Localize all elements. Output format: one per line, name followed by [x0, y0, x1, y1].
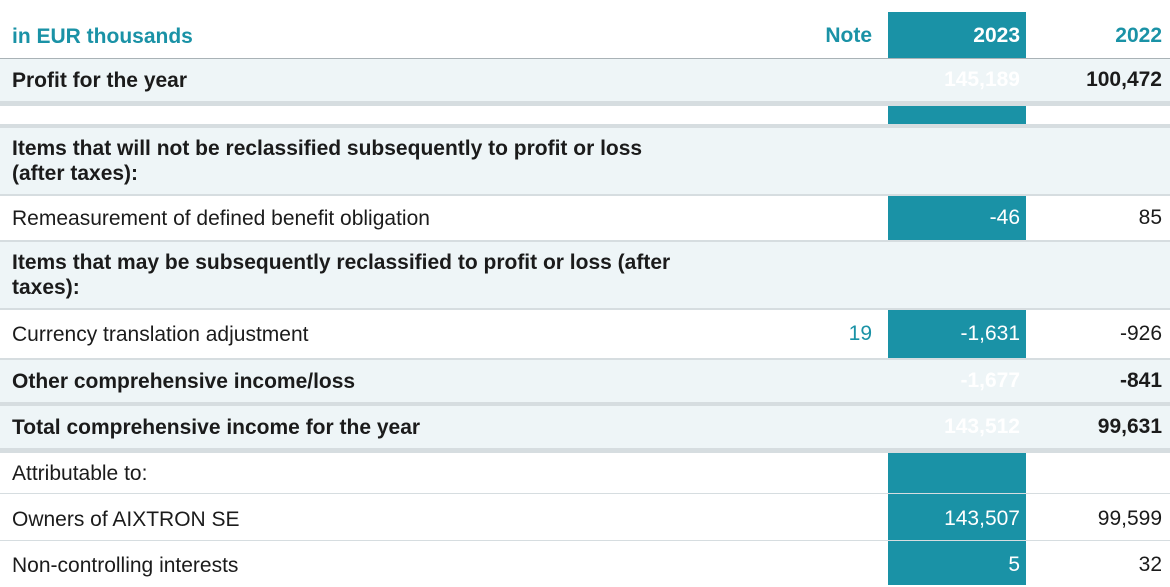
year-2022-header: 2022 — [1115, 24, 1162, 47]
section-label: Items that will not be reclassified subs… — [12, 137, 643, 185]
row-divider — [0, 402, 1170, 406]
row-divider — [0, 540, 1170, 541]
table-row-section: Attributable to: — [0, 453, 1170, 493]
row-value-2023: 143,507 — [944, 507, 1020, 530]
note-column-header: Note — [825, 24, 872, 47]
row-label: Remeasurement of defined benefit obligat… — [12, 206, 430, 230]
row-value-2023: -1,677 — [960, 369, 1020, 392]
row-value-2022: 99,599 — [1097, 507, 1162, 530]
table-row: Other comprehensive income/loss -1,677 -… — [0, 360, 1170, 402]
row-value-2022: 32 — [1138, 553, 1162, 576]
row-label: Total comprehensive income for the year — [12, 415, 421, 439]
row-divider — [0, 124, 1170, 128]
table-row-section: Items that may be subsequently reclassif… — [0, 242, 1170, 308]
row-value-2023: 5 — [1008, 553, 1020, 576]
table-row: Owners of AIXTRON SE 143,507 99,599 — [0, 496, 1170, 542]
section-label: Items that may be subsequently reclassif… — [12, 251, 671, 299]
table-row: Total comprehensive income for the year … — [0, 406, 1170, 448]
row-label: Other comprehensive income/loss — [12, 369, 356, 393]
row-value-2022: -841 — [1119, 369, 1162, 392]
row-label: Profit for the year — [12, 68, 188, 92]
row-value-2022: 85 — [1138, 206, 1162, 229]
row-value-2023: 143,512 — [944, 415, 1020, 438]
row-value-2022: 99,631 — [1097, 415, 1162, 438]
table-row: Profit for the year 145,189 100,472 — [0, 59, 1170, 101]
row-value-2022: -926 — [1119, 322, 1162, 345]
year-2023-header: 2023 — [973, 24, 1020, 47]
header-divider — [0, 58, 1170, 59]
table-row: Non-controlling interests 5 32 — [0, 543, 1170, 587]
row-note: 19 — [848, 322, 872, 345]
section-label: Attributable to: — [12, 461, 148, 485]
row-value-2023: -46 — [989, 206, 1020, 229]
row-divider — [0, 493, 1170, 494]
table-header-row: in EUR thousands Note 2023 2022 — [0, 14, 1170, 58]
table-row: Remeasurement of defined benefit obligat… — [0, 196, 1170, 240]
row-divider — [0, 448, 1170, 453]
unit-label: in EUR thousands — [12, 24, 193, 48]
row-value-2022: 100,472 — [1086, 68, 1162, 91]
row-divider — [0, 194, 1170, 196]
row-divider — [0, 240, 1170, 242]
row-divider — [0, 358, 1170, 360]
row-label: Non-controlling interests — [12, 553, 239, 577]
row-value-2023: 145,189 — [944, 68, 1020, 91]
row-label: Currency translation adjustment — [12, 322, 309, 346]
row-label: Owners of AIXTRON SE — [12, 507, 240, 531]
row-divider — [0, 101, 1170, 106]
row-divider — [0, 308, 1170, 310]
table-row-section: Items that will not be reclassified subs… — [0, 128, 1170, 194]
table-row: Currency translation adjustment 19 -1,63… — [0, 310, 1170, 358]
row-value-2023: -1,631 — [960, 322, 1020, 345]
